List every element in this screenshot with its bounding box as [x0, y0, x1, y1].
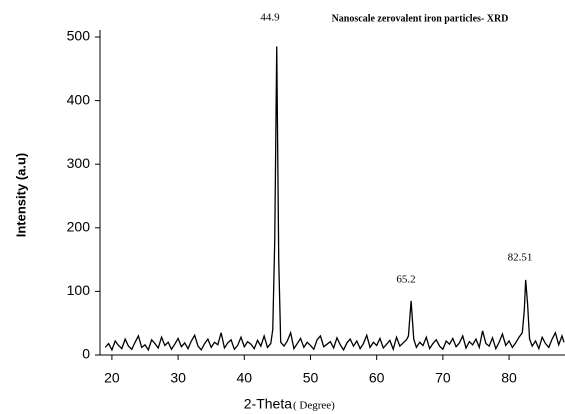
y-tick-label: 500 [67, 28, 91, 44]
y-axis-label: Intensity (a.u) [13, 153, 28, 238]
chart-title: Nanoscale zerovalent iron particles- XRD [332, 13, 509, 24]
x-tick-label: 50 [303, 370, 319, 386]
peak-label: 82.51 [508, 252, 533, 264]
x-axis-label: 2-Theta [244, 396, 292, 412]
x-tick-label: 40 [237, 370, 253, 386]
y-tick-label: 200 [67, 219, 91, 235]
x-tick-label: 60 [369, 370, 385, 386]
peak-label: 65.2 [396, 274, 415, 286]
y-tick-label: 300 [67, 155, 91, 171]
data-line [104, 46, 565, 352]
x-tick-label: 80 [501, 370, 517, 386]
x-axis-unit: ( Degree) [293, 400, 335, 412]
y-tick-label: 0 [82, 346, 90, 362]
y-tick-label: 400 [67, 91, 91, 107]
peak-label: 44.9 [260, 12, 280, 24]
y-tick-label: 100 [67, 282, 91, 298]
x-tick-label: 30 [170, 370, 186, 386]
x-tick-label: 70 [435, 370, 451, 386]
x-tick-label: 20 [104, 370, 120, 386]
